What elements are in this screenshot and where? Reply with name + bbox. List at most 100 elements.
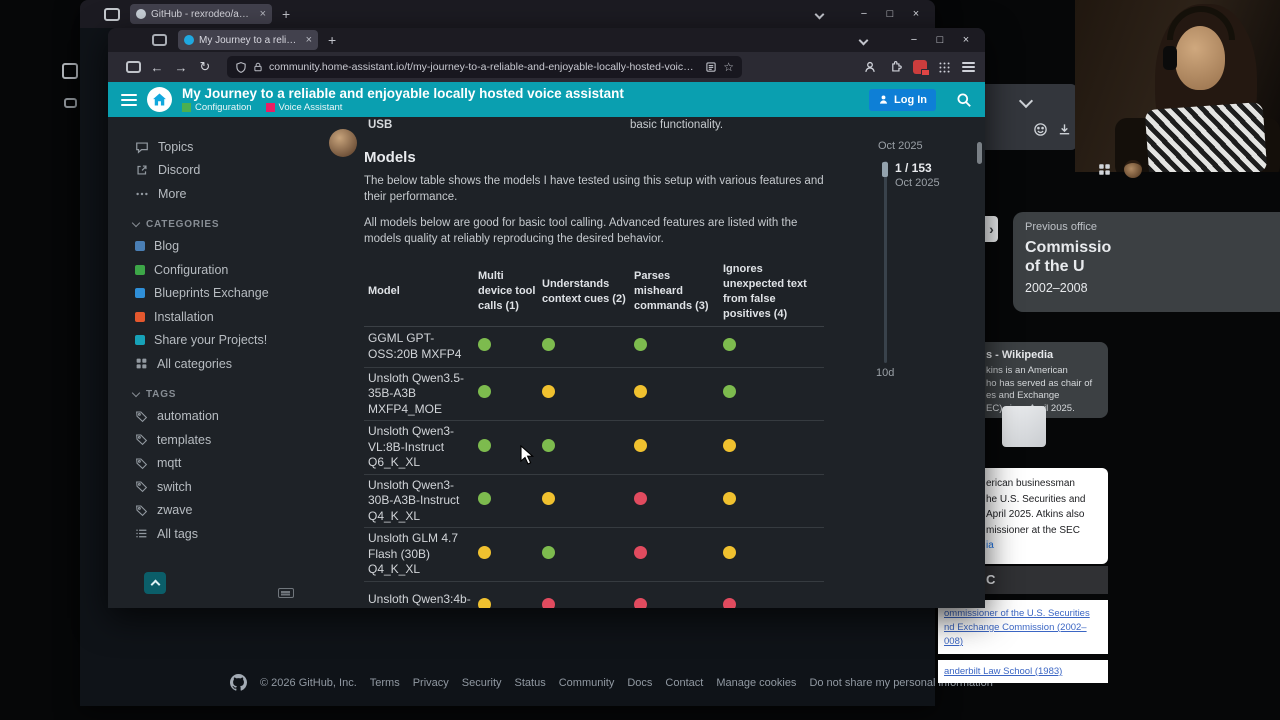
sidebar-category-blog[interactable]: Blog [123, 235, 313, 259]
bio-link[interactable]: ia [986, 540, 994, 551]
tags-section-header[interactable]: TAGS [123, 385, 313, 405]
sidebar-tag-templates[interactable]: templates [123, 428, 313, 452]
footer-link-privacy[interactable]: Privacy [412, 676, 449, 689]
timeline-track[interactable] [884, 161, 887, 363]
home-assistant-logo[interactable] [147, 87, 172, 112]
emoji-icon[interactable] [1033, 122, 1048, 137]
scrollbar[interactable] [977, 142, 982, 164]
chevron-down-icon[interactable] [1018, 93, 1034, 109]
sidebar-tag-automation[interactable]: automation [123, 405, 313, 429]
address-bar[interactable]: community.home-assistant.io/t/my-journey… [227, 56, 742, 78]
footer-link-terms[interactable]: Terms [369, 676, 400, 689]
download-icon[interactable] [1057, 122, 1072, 137]
footer-link-contact[interactable]: Contact [665, 676, 704, 689]
tab-close-icon[interactable]: × [305, 34, 312, 46]
tab-close-icon[interactable]: × [259, 8, 266, 20]
infobox-link[interactable]: ommissioner of the U.S. Securities [944, 608, 1090, 619]
result-snippet-line: kins is an American [986, 365, 1068, 376]
copyright-text: © 2026 GitHub, Inc. [260, 676, 357, 689]
headphones-earcup [1163, 46, 1177, 70]
account-icon[interactable] [863, 60, 877, 74]
table-header-row: Model Multi device tool calls (1) Unders… [364, 258, 824, 326]
avatar[interactable] [1124, 160, 1142, 178]
rating-dot [478, 438, 491, 452]
footer-link-status[interactable]: Status [514, 676, 546, 689]
search-icon[interactable] [956, 92, 972, 108]
sidebar-tag-mqtt[interactable]: mqtt [123, 452, 313, 476]
tag-icon [136, 434, 148, 446]
back-to-top-button[interactable] [144, 572, 166, 594]
hamburger-menu-icon[interactable] [962, 62, 975, 72]
reload-button[interactable]: ↻ [199, 59, 211, 74]
login-button[interactable]: Log In [869, 88, 936, 111]
sidebar-category-installation[interactable]: Installation [123, 305, 313, 329]
topic-title[interactable]: My Journey to a reliable and enjoyable l… [182, 86, 624, 101]
sidebar-item-more[interactable]: More [123, 182, 313, 206]
sidebar-toggle-icon[interactable] [126, 61, 141, 73]
footer-link-security[interactable]: Security [461, 676, 502, 689]
firefox-view-icon[interactable] [152, 34, 167, 46]
github-footer: © 2026 GitHub, Inc. Terms Privacy Securi… [230, 674, 993, 691]
chevron-down-icon [131, 218, 141, 228]
browser-tab-github[interactable]: GitHub - rexrodeo/american-h × [130, 4, 272, 24]
url-text: community.home-assistant.io/t/my-journey… [269, 61, 700, 73]
back-button[interactable]: ← [150, 59, 164, 75]
maximize-button[interactable]: □ [936, 34, 944, 46]
timeline-handle[interactable] [882, 162, 888, 177]
adblock-icon[interactable] [913, 60, 930, 76]
keyboard-shortcuts-icon[interactable] [278, 588, 294, 598]
sidebar-item-discord[interactable]: Discord [123, 159, 313, 183]
infobox-link[interactable]: nd Exchange Commission (2002– [944, 622, 1087, 633]
minimize-button[interactable]: − [860, 8, 868, 20]
bookmark-star-icon[interactable]: ☆ [723, 60, 734, 74]
reader-mode-icon[interactable] [705, 61, 717, 73]
result-title[interactable]: s - Wikipedia [986, 349, 1054, 361]
timeline-position: 1 / 153 [895, 161, 932, 175]
tag-icon [136, 481, 148, 493]
sidebar-item-topics[interactable]: Topics [123, 135, 313, 159]
category-badge[interactable]: Configuration [182, 102, 252, 113]
tab-title: My Journey to a reliable and en [199, 34, 301, 46]
bio-line: missioner at the SEC [986, 524, 1080, 536]
categories-section-header[interactable]: CATEGORIES [123, 215, 313, 235]
previous-row-fragment: basic functionality. [630, 119, 724, 131]
browser-tab-topic[interactable]: My Journey to a reliable and en × [178, 30, 318, 50]
footer-link-community[interactable]: Community [558, 676, 615, 689]
new-tab-button[interactable]: + [282, 6, 291, 22]
sidebar-tag-switch[interactable]: switch [123, 475, 313, 499]
infobox-link[interactable]: 008) [944, 636, 964, 647]
forward-button[interactable]: → [174, 59, 188, 75]
minimize-button[interactable]: − [910, 34, 918, 46]
avatar[interactable] [329, 129, 357, 157]
column-header: Ignores unexpected text from false posit… [723, 262, 807, 320]
carousel-next-button[interactable]: › [985, 216, 998, 242]
tab-container-icon[interactable] [104, 7, 120, 21]
sidebar-tag-zwave[interactable]: zwave [123, 499, 313, 523]
close-button[interactable]: × [962, 34, 970, 46]
search-result-thumbnail[interactable] [1002, 406, 1046, 447]
table-row: Unsloth Qwen3.5-35B-A3B MXFP4_MOE [364, 367, 824, 421]
sidebar-all-categories[interactable]: All categories [123, 352, 313, 376]
sidebar-all-tags[interactable]: All tags [123, 522, 313, 546]
tab-list-chevron-icon[interactable] [814, 9, 825, 19]
sidebar-hamburger-icon[interactable] [121, 93, 137, 106]
education-link[interactable]: anderbilt Law School (1983) [944, 666, 1063, 677]
topic-header: My Journey to a reliable and enjoyable l… [108, 82, 985, 117]
sidebar-category-blueprints-exchange[interactable]: Blueprints Exchange [123, 282, 313, 306]
grid-apps-icon[interactable] [938, 61, 951, 74]
extensions-puzzle-icon[interactable] [888, 60, 902, 74]
footer-link-docs[interactable]: Docs [627, 676, 653, 689]
sidebar-category-share-your-projects[interactable]: Share your Projects! [123, 329, 313, 353]
tag-badge[interactable]: Voice Assistant [265, 102, 342, 113]
mouse-cursor [520, 445, 535, 465]
tab-list-chevron-icon[interactable] [858, 35, 869, 45]
maximize-button[interactable]: □ [886, 8, 894, 20]
tracking-shield-icon[interactable] [235, 61, 247, 74]
rating-dot [542, 598, 555, 608]
category-color-square [135, 264, 145, 275]
close-button[interactable]: × [912, 8, 920, 20]
footer-link-manage-cookies[interactable]: Manage cookies [716, 676, 797, 689]
grid-apps-icon[interactable] [1098, 163, 1111, 176]
sidebar-category-configuration[interactable]: Configuration [123, 258, 313, 282]
new-tab-button[interactable]: + [328, 32, 337, 48]
